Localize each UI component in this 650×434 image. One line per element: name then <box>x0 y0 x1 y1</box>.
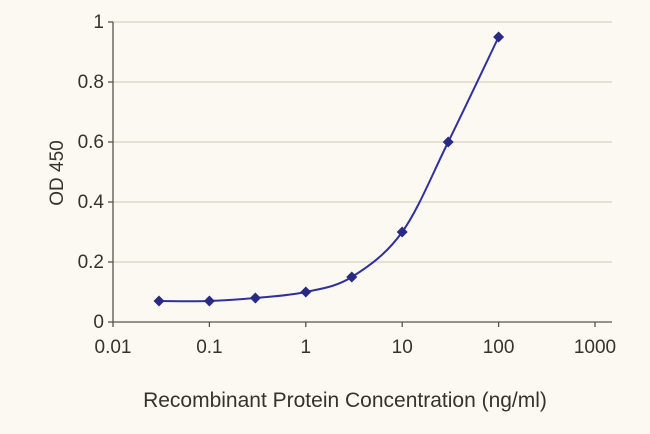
x-tick-label: 1000 <box>574 337 616 358</box>
data-point-marker <box>493 31 505 43</box>
y-tick-label: 0.6 <box>78 132 104 153</box>
x-tick-label: 10 <box>392 337 413 358</box>
data-point-marker <box>442 136 454 148</box>
markers-group <box>153 31 505 307</box>
x-tick-label: 0.01 <box>95 337 132 358</box>
x-axis-title: Recombinant Protein Concentration (ng/ml… <box>143 389 547 412</box>
data-point-marker <box>346 271 358 283</box>
y-tick-label: 0.2 <box>78 252 104 273</box>
y-tick-label: 1 <box>93 12 104 33</box>
gridlines-group <box>113 21 612 263</box>
x-tick-labels-group: 0.01 0.1 1 10 100 1000 <box>95 337 617 358</box>
data-point-marker <box>203 295 215 307</box>
data-point-marker <box>300 286 312 298</box>
y-tick-label: 0.8 <box>78 72 104 93</box>
y-tick-labels-group: 0 0.2 0.4 0.6 0.8 1 <box>78 12 105 333</box>
axes-group <box>108 21 612 327</box>
y-tick-label: 0 <box>93 312 104 333</box>
x-tick-label: 100 <box>483 337 515 358</box>
y-tick-label: 0.4 <box>78 192 105 213</box>
data-point-marker <box>153 295 165 307</box>
data-point-marker <box>249 292 261 304</box>
y-axis-title: OD 450 <box>47 140 68 205</box>
data-point-marker <box>396 226 408 238</box>
x-tick-label: 1 <box>301 337 312 358</box>
x-tick-label: 0.1 <box>196 337 222 358</box>
